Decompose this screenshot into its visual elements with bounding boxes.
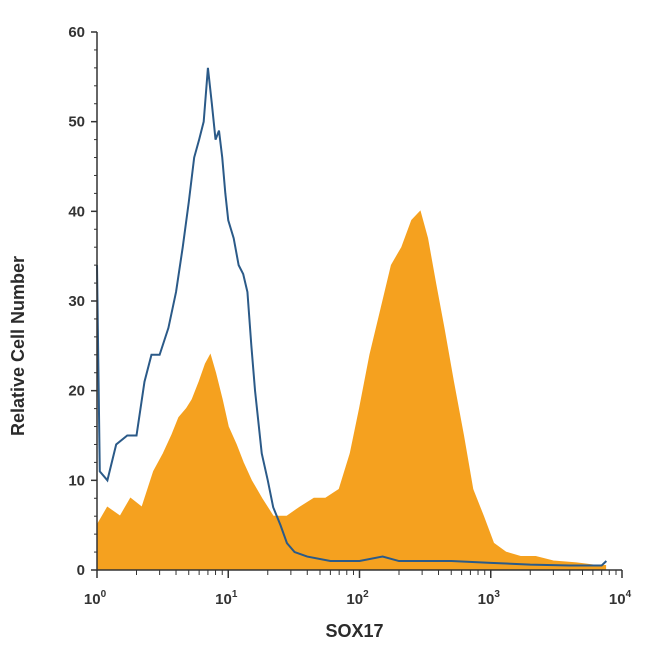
axes-layer	[91, 31, 623, 578]
y-tick-label: 0	[77, 562, 85, 579]
x-tick-label: 102	[346, 589, 369, 608]
y-tick-label: 10	[68, 472, 85, 489]
x-tick-label: 101	[215, 589, 238, 608]
y-tick-label: 20	[68, 383, 85, 400]
x-tick-label: 100	[84, 589, 107, 608]
series-layer	[96, 67, 608, 571]
y-tick-label: 50	[68, 114, 85, 131]
x-tick-label: 104	[609, 589, 632, 608]
series-line	[96, 67, 608, 567]
x-axis-title: SOX17	[325, 621, 383, 641]
y-axis-title: Relative Cell Number	[8, 256, 28, 436]
x-tick-label: 103	[478, 589, 501, 608]
y-tick-label: 40	[68, 203, 85, 220]
y-tick-label: 30	[68, 293, 85, 310]
y-tick-label: 60	[68, 24, 85, 41]
labels-layer: 0 10 20 30 40 50 60 100 101 102 103 104	[68, 24, 631, 608]
series-filled-area	[96, 210, 607, 571]
